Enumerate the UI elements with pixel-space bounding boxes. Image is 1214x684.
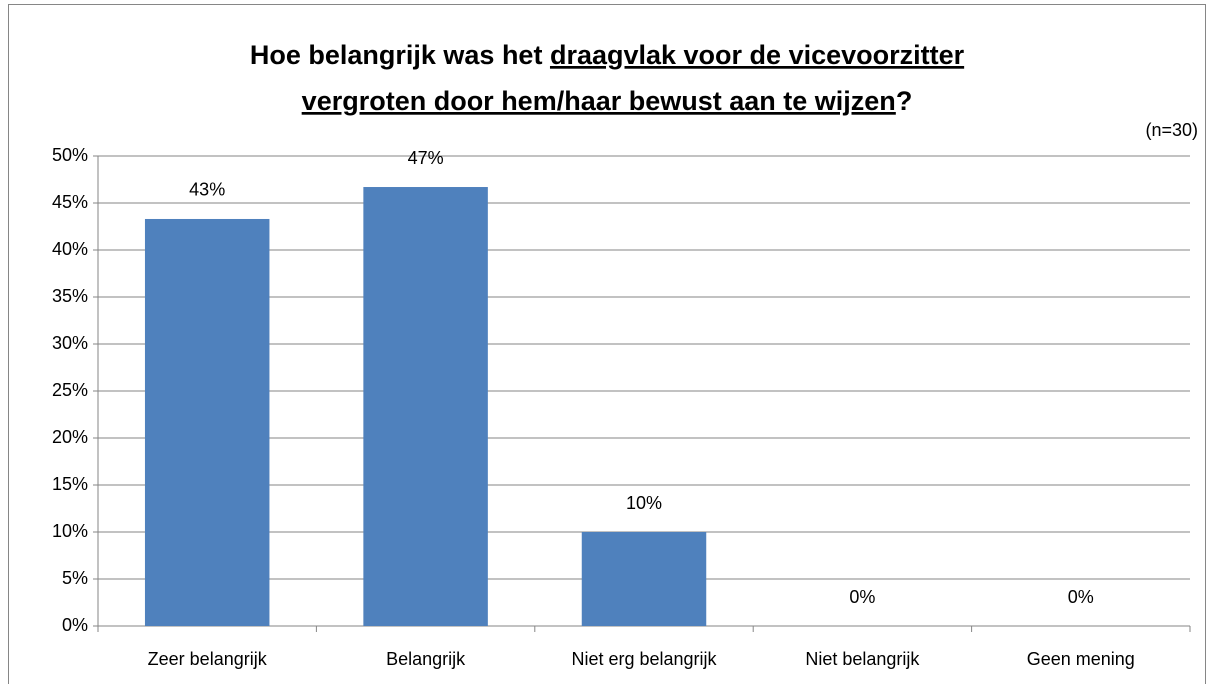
title-part: draagvlak voor de vicevoorzitter [550, 40, 965, 70]
y-tick-label: 45% [52, 192, 88, 212]
data-label: 0% [1068, 587, 1094, 607]
y-tick-label: 5% [62, 568, 88, 588]
x-tick-label: Niet erg belangrijk [571, 649, 717, 669]
title-part: vergroten door hem/haar bewust aan te wi… [302, 86, 896, 116]
data-label: 0% [849, 587, 875, 607]
chart-title-line-1: Hoe belangrijk was het draagvlak voor de… [250, 40, 965, 70]
y-tick-label: 35% [52, 286, 88, 306]
y-tick-label: 20% [52, 427, 88, 447]
chart-subtitle: (n=30) [1145, 120, 1198, 140]
y-tick-label: 25% [52, 380, 88, 400]
x-tick-label: Zeer belangrijk [148, 649, 268, 669]
title-part: ? [896, 86, 913, 116]
bar [363, 187, 488, 626]
y-tick-label: 30% [52, 333, 88, 353]
data-label: 10% [626, 493, 662, 513]
x-tick-label: Geen mening [1027, 649, 1135, 669]
y-tick-label: 15% [52, 474, 88, 494]
chart-title-line-2: vergroten door hem/haar bewust aan te wi… [302, 86, 913, 116]
bar [144, 218, 270, 627]
x-tick-label: Belangrijk [386, 649, 466, 669]
y-tick-label: 10% [52, 521, 88, 541]
y-tick-label: 40% [52, 239, 88, 259]
bar [581, 532, 707, 626]
data-label: 43% [189, 180, 225, 200]
data-label: 47% [408, 148, 444, 168]
y-tick-label: 50% [52, 145, 88, 165]
y-tick-label: 0% [62, 615, 88, 635]
title-part: Hoe belangrijk was het [250, 40, 543, 70]
x-tick-label: Niet belangrijk [805, 649, 920, 669]
